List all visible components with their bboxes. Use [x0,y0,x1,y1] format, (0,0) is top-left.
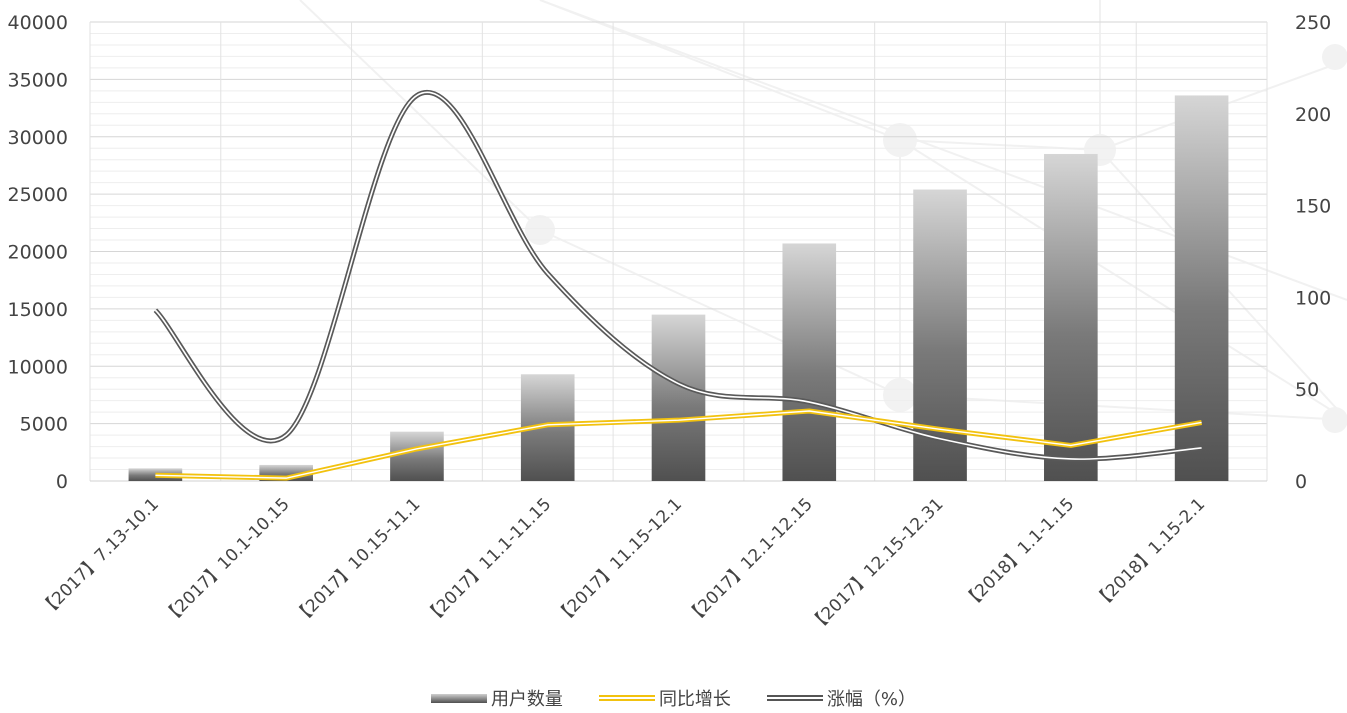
decoration-line [899,139,1347,421]
decoration-line [539,0,901,141]
legend-swatch-yoy [598,694,655,702]
right-axis-tick-label: 200 [1295,104,1331,126]
left-axis-tick-label: 0 [56,471,68,493]
legend-item-users: 用户数量 [430,685,563,711]
left-axis-tick-label: 20000 [8,242,68,264]
left-axis-labels: 0 5000 10000 15000 20000 25000 30000 35000 40000 [8,12,68,493]
right-axis-labels: 0 50 100 150 200 250 [1295,12,1331,493]
x-axis-tick-label: 【2018】1.15-2.1 [1090,494,1209,613]
decoration-dot [1322,407,1347,433]
bar-users [1174,95,1229,481]
line-yoy-inner [155,410,1202,479]
x-axis-tick-label: 【2017】12.1-12.15 [683,494,817,628]
decoration-dot [525,215,555,245]
decoration-line [899,394,1347,421]
bar-users [782,243,837,481]
left-axis-tick-label: 10000 [8,356,68,378]
x-axis-tick-label: 【2017】11.15-12.1 [552,494,686,628]
x-axis-tick-label: 【2017】7.13-10.1 [36,494,163,621]
legend-label-users: 用户数量 [490,689,563,710]
left-axis-tick-label: 40000 [8,12,68,34]
chart-canvas: 0 5000 10000 15000 20000 25000 30000 35000 40000… [8,0,1347,636]
legend-label-yoy: 同比增长 [658,689,731,710]
x-axis-tick-label: 【2017】10.1-10.15 [159,494,293,628]
legend-item-yoy: 同比增长 [598,685,731,711]
x-axis-labels: 【2017】7.13-10.1【2017】10.1-10.15【2017】10.… [36,494,1209,636]
legend-swatch-bar [430,693,487,703]
legend-label-increase: 涨幅（%） [826,689,917,710]
line-increase-inner [154,91,1202,460]
x-axis-tick-label: 【2017】12.15-12.31 [806,494,948,636]
bar-users [390,431,444,481]
left-axis-tick-label: 25000 [8,184,68,206]
right-axis-tick-label: 250 [1295,12,1331,34]
right-axis-tick-label: 100 [1295,287,1331,309]
left-axis-tick-label: 30000 [8,127,68,149]
left-axis-tick-label: 15000 [8,299,68,321]
legend-swatch-increase [766,694,823,702]
legend: 用户数量 同比增长 涨幅（%） [0,684,1347,712]
bar-users [651,314,706,481]
legend-item-increase: 涨幅（%） [766,685,917,711]
line-series [153,90,1203,481]
left-axis-tick-label: 35000 [8,69,68,91]
x-axis-tick-label: 【2017】11.1-11.15 [421,494,555,628]
x-axis-tick-label: 【2018】1.1-1.15 [959,494,1078,613]
bar-users [1044,153,1098,481]
right-axis-tick-label: 150 [1295,196,1331,218]
right-axis-tick-label: 0 [1295,471,1307,493]
decoration-line [539,229,901,396]
decoration-dot [883,378,917,412]
right-axis-tick-label: 50 [1295,379,1319,401]
x-axis-tick-label: 【2017】10.15-11.1 [290,494,424,628]
decoration-dot [1322,44,1347,70]
decoration-dot [883,123,917,157]
left-axis-tick-label: 5000 [20,414,68,436]
